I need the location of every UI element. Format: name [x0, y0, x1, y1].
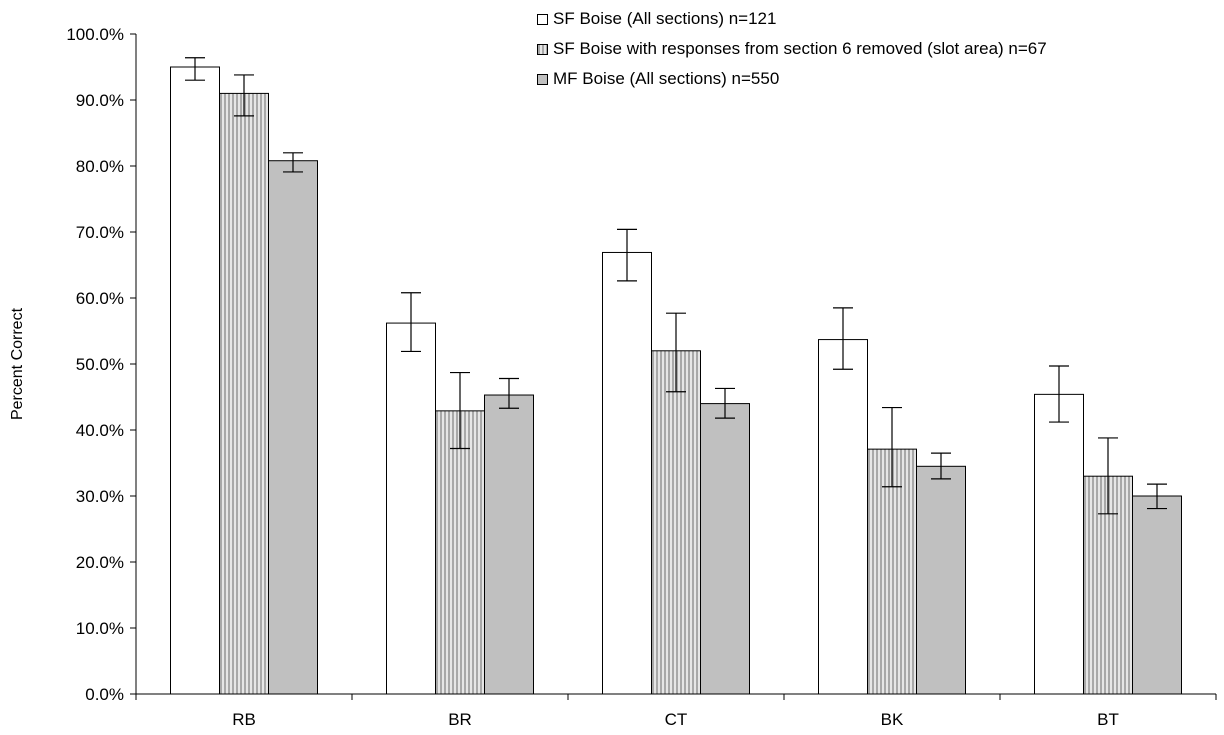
- y-tick-label: 40.0%: [76, 421, 124, 440]
- legend-label: MF Boise (All sections) n=550: [553, 69, 780, 88]
- y-axis-label: Percent Correct: [9, 307, 26, 420]
- x-axis: RB BR CT BK BT: [135, 693, 1217, 729]
- legend-item: MF Boise (All sections) n=550: [537, 64, 1047, 94]
- y-tick-label: 20.0%: [76, 553, 124, 572]
- y-tick-label: 50.0%: [76, 355, 124, 374]
- bar: [484, 394, 534, 695]
- y-tick-label: 0.0%: [85, 685, 124, 704]
- y-tick-label: 90.0%: [76, 91, 124, 110]
- legend-item: SF Boise with responses from section 6 r…: [537, 34, 1047, 64]
- y-tick-label: 80.0%: [76, 157, 124, 176]
- legend-swatch: [537, 73, 548, 85]
- legend-label: SF Boise with responses from section 6 r…: [553, 39, 1047, 58]
- bar: [867, 448, 917, 695]
- bar: [170, 66, 220, 695]
- legend: SF Boise (All sections) n=121 SF Boise w…: [537, 4, 1047, 94]
- y-tick-label: 70.0%: [76, 223, 124, 242]
- y-tick-label: 30.0%: [76, 487, 124, 506]
- bar: [916, 465, 966, 695]
- x-tick-label: BT: [1097, 710, 1119, 729]
- y-axis: 0.0% 10.0% 20.0% 30.0% 40.0% 50.0% 60.0% 70.0% 8…: [66, 25, 137, 704]
- bar: [1132, 495, 1182, 695]
- y-tick-label: 10.0%: [76, 619, 124, 638]
- bar: [1034, 393, 1084, 695]
- legend-swatch: [537, 43, 548, 55]
- bar: [602, 251, 652, 695]
- y-tick-label: 100.0%: [66, 25, 124, 44]
- x-tick-label: CT: [665, 710, 688, 729]
- bar: [651, 350, 701, 695]
- y-tick-label: 60.0%: [76, 289, 124, 308]
- legend-label: SF Boise (All sections) n=121: [553, 9, 777, 28]
- bar: [219, 92, 269, 695]
- x-tick-label: BR: [448, 710, 472, 729]
- bar: [268, 160, 318, 695]
- x-tick-label: BK: [881, 710, 904, 729]
- legend-swatch: [537, 13, 548, 25]
- x-tick-label: RB: [232, 710, 256, 729]
- bar: [700, 403, 750, 695]
- bar: [386, 322, 436, 695]
- legend-item: SF Boise (All sections) n=121: [537, 4, 1047, 34]
- error-bars: [185, 57, 1167, 515]
- bar: [818, 339, 868, 695]
- bar: [435, 410, 485, 695]
